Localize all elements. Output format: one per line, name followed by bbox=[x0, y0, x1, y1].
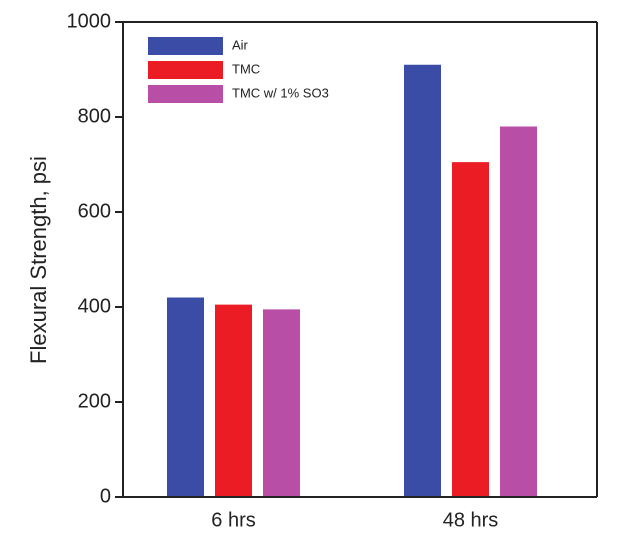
legend-label: TMC bbox=[232, 61, 260, 76]
y-tick-label: 1000 bbox=[67, 10, 112, 32]
x-tick-label: 48 hrs bbox=[443, 509, 499, 531]
legend-swatch bbox=[148, 37, 223, 55]
y-tick-label: 200 bbox=[78, 390, 111, 412]
bar bbox=[452, 162, 489, 497]
y-tick-label: 0 bbox=[100, 485, 111, 507]
y-tick-label: 800 bbox=[78, 105, 111, 127]
legend-label: Air bbox=[232, 37, 249, 52]
bar bbox=[500, 126, 537, 497]
x-tick-label: 6 hrs bbox=[211, 509, 255, 531]
y-tick-label: 600 bbox=[78, 200, 111, 222]
bar bbox=[167, 297, 204, 497]
legend-label: TMC w/ 1% SO3 bbox=[232, 85, 329, 100]
bar bbox=[404, 64, 441, 497]
y-tick-label: 400 bbox=[78, 295, 111, 317]
bar bbox=[263, 309, 300, 497]
bar bbox=[215, 304, 252, 497]
y-axis-label: Flexural Strength, psi bbox=[26, 156, 51, 364]
legend-swatch bbox=[148, 85, 223, 103]
legend-swatch bbox=[148, 61, 223, 79]
